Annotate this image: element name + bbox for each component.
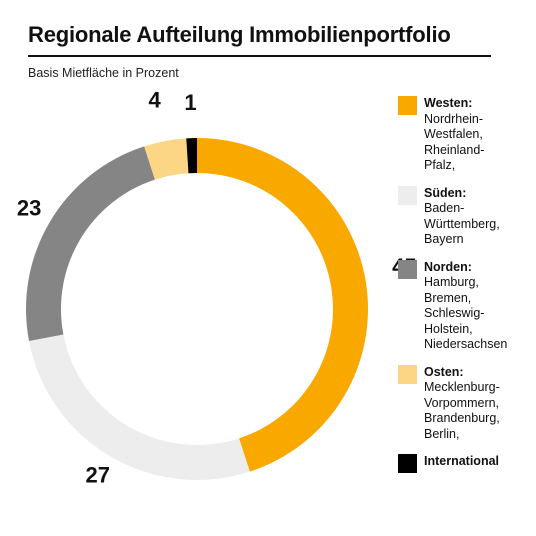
legend-label: Süden: <box>424 185 467 200</box>
title-underline <box>28 55 491 57</box>
data-label-international: 1 <box>184 90 196 115</box>
slice-osten <box>144 138 189 180</box>
slice-süden <box>29 334 250 480</box>
legend-item-süden: Süden: Baden- Württemberg, Bayern <box>398 185 528 248</box>
legend-item-international: International <box>398 454 528 473</box>
chart-title: Regionale Aufteilung Immobilienportfolio <box>28 22 451 47</box>
data-label-norden: 23 <box>17 196 41 221</box>
legend-swatch <box>398 454 417 473</box>
legend-description: Hamburg, Bremen, Schleswig- Holstein, Ni… <box>424 275 508 351</box>
legend-label: Westen: <box>424 96 473 110</box>
legend: Westen: Nordrhein- Westfalen, Rheinland- … <box>398 96 528 485</box>
legend-label: International <box>424 454 500 468</box>
legend-item-westen: Westen: Nordrhein- Westfalen, Rheinland- … <box>398 96 528 174</box>
legend-item-osten: Osten: Mecklenburg- Vorpommern, Brandenbu… <box>398 364 528 443</box>
data-label-süden: 27 <box>85 463 109 488</box>
legend-description: Mecklenburg- Vorpommern, Brandenburg, Be… <box>424 380 500 441</box>
legend-swatch <box>398 364 417 384</box>
legend-description: Baden- Württemberg, Bayern <box>424 201 500 246</box>
legend-item-norden: Norden: Hamburg, Bremen, Schleswig- Holst… <box>398 259 528 353</box>
legend-swatch <box>398 96 417 115</box>
slice-westen <box>197 138 368 472</box>
legend-swatch <box>398 185 417 205</box>
slice-norden <box>25 146 155 342</box>
legend-label: Osten: <box>424 364 464 379</box>
chart-subtitle: Basis Mietfläche in Prozent <box>28 66 179 80</box>
legend-swatch <box>398 259 417 279</box>
data-label-osten: 4 <box>148 87 161 112</box>
legend-description: Nordrhein- Westfalen, Rheinland- Pfalz, <box>424 111 485 173</box>
slice-international <box>186 138 197 174</box>
legend-label: Norden: <box>424 259 472 274</box>
